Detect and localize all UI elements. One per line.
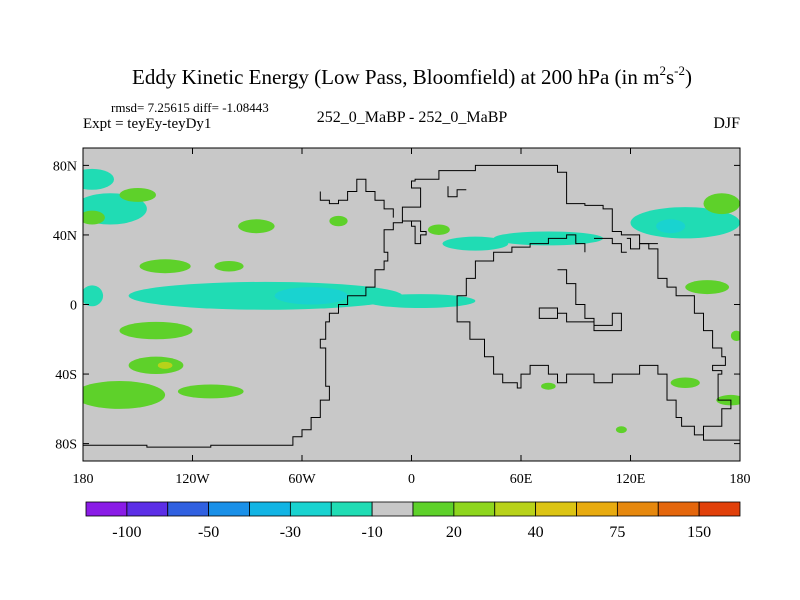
title-mid-text: s [666, 65, 674, 89]
x-tick-label: 120E [616, 472, 646, 487]
colorbar-box [126, 501, 169, 517]
coastline [626, 237, 658, 250]
colorbar-box [494, 501, 537, 517]
contour-blob [329, 215, 348, 227]
y-tick-label: 40N [53, 229, 77, 244]
contour-blob [214, 261, 244, 272]
contour-blob [83, 381, 166, 409]
season-label: DJF [713, 115, 740, 132]
colorbar-box [576, 501, 618, 517]
contour-blob [274, 287, 348, 305]
x-tick-label: 120W [175, 472, 210, 487]
colorbar-box [616, 501, 659, 517]
contour-blob [427, 224, 450, 235]
expt-label: Expt = teyEy-teyDy1 [83, 116, 211, 132]
contour-blob [128, 356, 184, 375]
colorbar-label: 150 [687, 524, 711, 541]
contour-blob [128, 281, 403, 310]
y-tick-label: 0 [70, 299, 77, 314]
x-tick-label: 0 [408, 472, 415, 487]
contour-blob [703, 193, 740, 215]
coastline [83, 164, 740, 448]
colorbar-box [208, 501, 250, 517]
y-axis: 80N 40N 0 40S 80S [53, 159, 740, 453]
colorbar-box [535, 501, 577, 517]
contour-blob [656, 219, 686, 234]
contour-blob [119, 187, 156, 202]
colorbar-box [249, 501, 291, 517]
contour-blob [630, 207, 740, 239]
x-axis: 180 120W 60W 0 60E 120E 180 [73, 148, 751, 487]
colorbar-box [289, 501, 332, 517]
colorbar-box [330, 501, 373, 517]
x-tick-label: 180 [73, 472, 94, 487]
contour-blob [177, 384, 244, 399]
coastline [594, 237, 627, 253]
colorbar-box [167, 501, 210, 517]
y-tick-label: 80N [53, 159, 77, 174]
map-plot: 180 120W 60W 0 60E 120E 180 80N 40N 0 40S 80S [53, 147, 751, 487]
colorbar-box [698, 501, 741, 517]
contour-blob [157, 361, 173, 369]
coastline [447, 186, 467, 198]
stats-label: rmsd= 7.25615 diff= -1.08443 [111, 100, 269, 115]
colorbar: -100 -50 -30 -10 20 40 75 150 [85, 501, 741, 541]
contour-blob [83, 210, 105, 225]
contour-blob [541, 382, 556, 390]
contour-blob [83, 168, 115, 190]
colorbar-label: -50 [198, 524, 219, 541]
title-superscript-1: 2 [659, 63, 666, 78]
x-tick-label: 180 [730, 472, 751, 487]
coastline [319, 178, 394, 218]
x-tick-label: 60W [288, 472, 316, 487]
colorbar-box [453, 501, 496, 517]
x-tick-label: 60E [510, 472, 533, 487]
contour-blob [670, 377, 700, 388]
coastline-layer [83, 164, 740, 448]
contour-blob [442, 236, 509, 251]
chart-title: Eddy Kinetic Energy (Low Pass, Bloomfiel… [132, 63, 692, 89]
contour-blob [730, 330, 740, 342]
center-label: 252_0_MaBP - 252_0_MaBP [317, 109, 508, 126]
title-main-text: Eddy Kinetic Energy (Low Pass, Bloomfiel… [132, 65, 659, 89]
coastline [456, 234, 704, 436]
contour-blob [685, 280, 730, 295]
colorbar-label: 40 [528, 524, 544, 541]
contour-fill-layer [83, 168, 740, 434]
title-superscript-2: -2 [674, 63, 685, 78]
contour-blob [139, 259, 191, 274]
colorbar-label: -10 [361, 524, 382, 541]
colorbar-box [657, 501, 700, 517]
title-end-text: ) [685, 65, 692, 89]
colorbar-box [371, 501, 414, 517]
colorbar-label: 75 [609, 524, 625, 541]
contour-blob [83, 285, 104, 307]
colorbar-box [412, 501, 455, 517]
contour-blob [365, 294, 476, 308]
y-tick-label: 40S [55, 368, 77, 383]
colorbar-box [85, 501, 128, 517]
y-tick-label: 80S [55, 438, 77, 453]
contour-blob [238, 219, 275, 234]
colorbar-label: 20 [446, 524, 462, 541]
coastline [538, 269, 622, 332]
contour-blob [119, 321, 193, 340]
colorbar-label: -100 [112, 524, 141, 541]
colorbar-label: -30 [280, 524, 301, 541]
contour-blob [615, 426, 627, 434]
